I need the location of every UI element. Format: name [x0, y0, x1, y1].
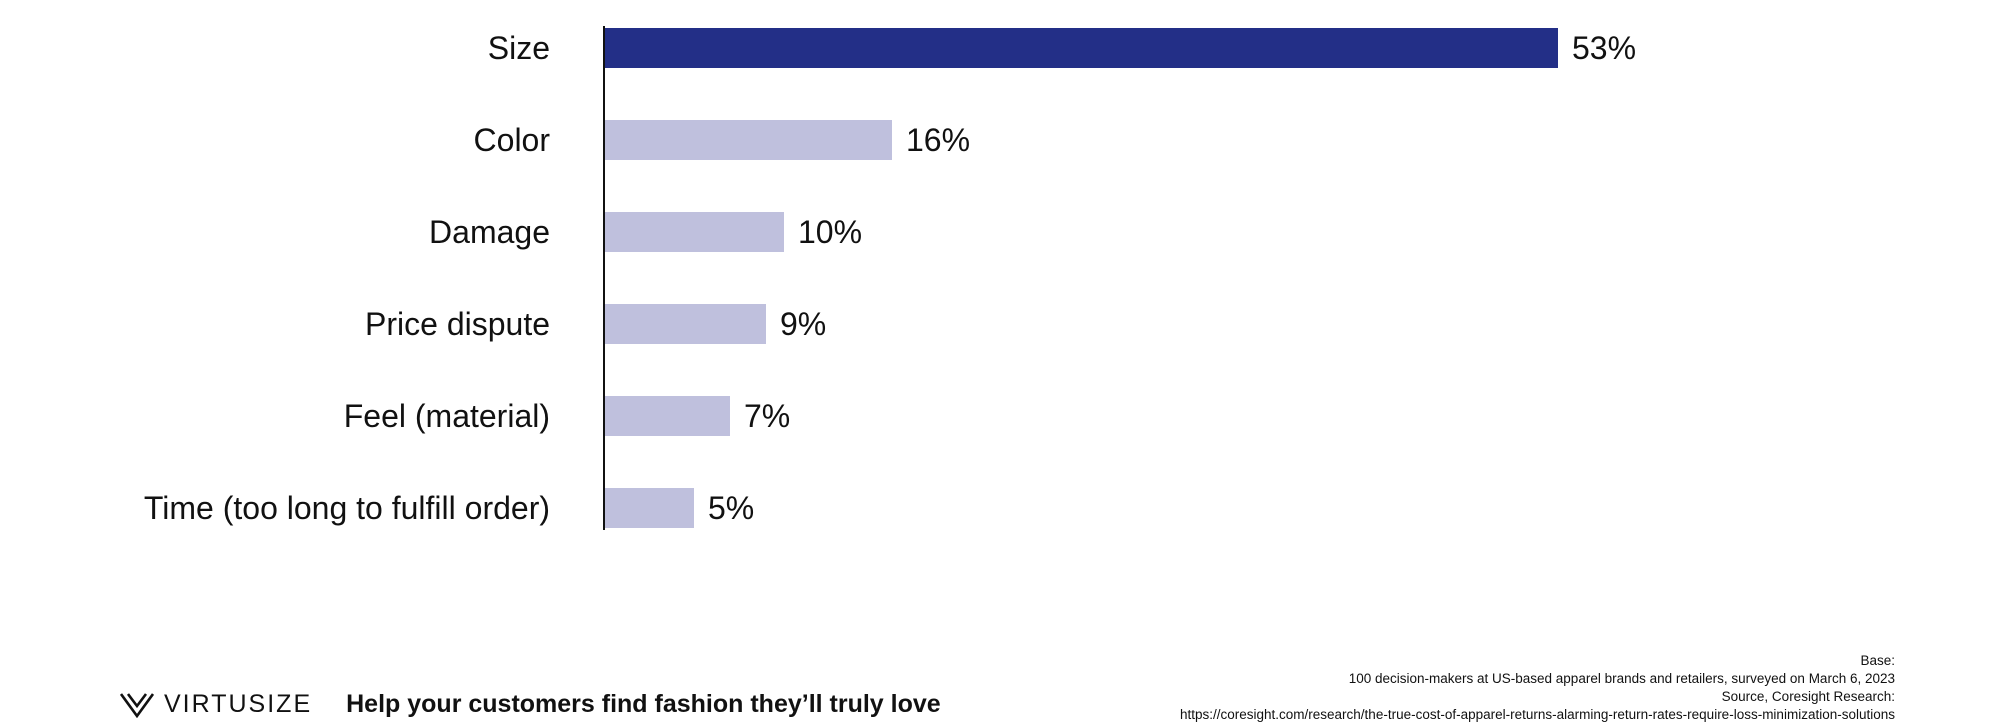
brand-name: VIRTUSIZE [164, 690, 313, 718]
source-note: Base: 100 decision-makers at US-based ap… [1180, 652, 1895, 724]
category-labels-group: Size Color Damage Price dispute Feel (materi… [144, 30, 550, 526]
bar [604, 120, 892, 160]
source-label: Source, Coresight Research: [1721, 689, 1895, 704]
brand: VIRTUSIZE [120, 690, 312, 719]
source-url: https://coresight.com/research/the-true-… [1179, 707, 1895, 722]
value-label: 5% [708, 490, 754, 526]
bar [604, 304, 766, 344]
bar [604, 212, 784, 252]
value-label: 10% [798, 214, 862, 250]
category-label: Size [488, 30, 550, 66]
base-label: Base: [1860, 653, 1895, 668]
bar-chart: Size Color Damage Price dispute Feel (materi… [144, 26, 1636, 530]
bars-group [604, 28, 1558, 528]
category-label: Feel (material) [344, 398, 550, 434]
bar [604, 396, 730, 436]
category-label: Damage [429, 214, 550, 250]
virtusize-v-logo-icon [120, 692, 154, 718]
category-label: Color [474, 122, 551, 158]
value-label: 16% [906, 122, 970, 158]
category-label: Time (too long to fulfill order) [144, 490, 550, 526]
bar [604, 488, 694, 528]
value-label: 9% [780, 306, 826, 342]
value-label: 7% [744, 398, 790, 434]
base-text: 100 decision-makers at US-based apparel … [1348, 671, 1895, 686]
value-label: 53% [1572, 30, 1636, 66]
value-labels-group: 53% 16% 10% 9% 7% 5% [708, 30, 1636, 526]
tagline: Help your customers find fashion they’ll… [346, 690, 941, 718]
bar [604, 28, 1558, 68]
footer-branding: VIRTUSIZE Help your customers find fashi… [120, 690, 941, 719]
category-label: Price dispute [365, 306, 550, 342]
